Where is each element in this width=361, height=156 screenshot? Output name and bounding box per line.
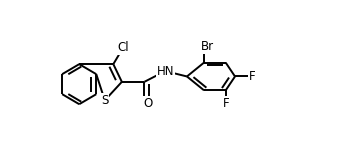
Text: Br: Br bbox=[201, 40, 214, 53]
Text: S: S bbox=[101, 94, 109, 107]
Text: F: F bbox=[249, 70, 255, 83]
Text: O: O bbox=[144, 97, 153, 110]
Text: F: F bbox=[222, 97, 229, 110]
Text: HN: HN bbox=[157, 65, 174, 78]
Text: Cl: Cl bbox=[118, 41, 129, 54]
